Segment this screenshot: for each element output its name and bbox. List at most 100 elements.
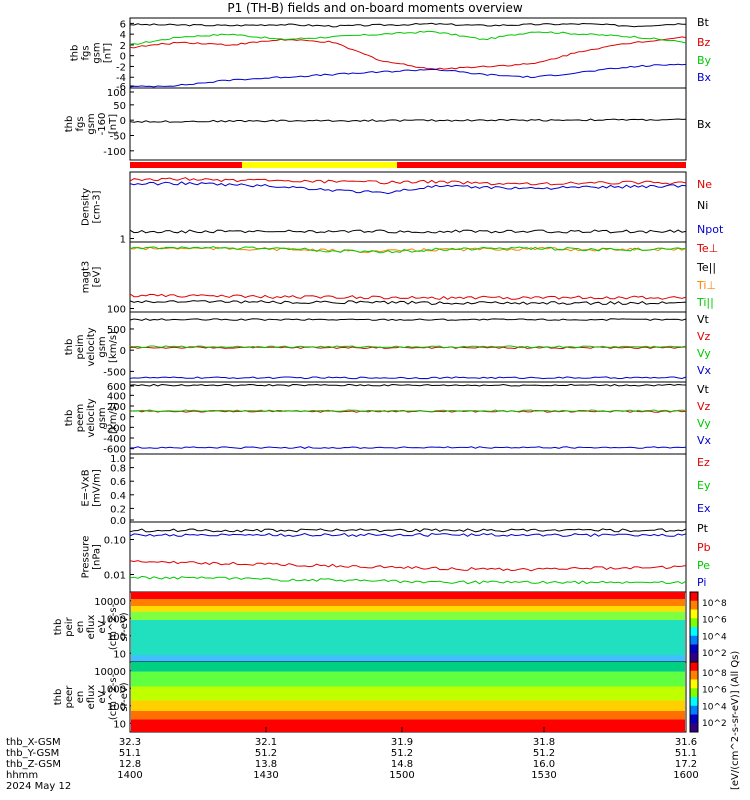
panel-frame-efield — [129, 453, 687, 523]
ylabel-line: sr-eV) — [119, 612, 130, 641]
colorbar-tick: 10^6 — [702, 616, 727, 626]
series-fgs_gse-Bx — [129, 118, 687, 123]
ytick-label: 2 — [120, 41, 126, 52]
xaxis-value: 51.1 — [119, 748, 141, 759]
colorbar-cell — [690, 653, 698, 663]
colorbar-cell — [690, 697, 698, 707]
ytick-label: 0 — [120, 52, 126, 63]
legend-Vx: Vx — [697, 434, 712, 447]
ytick-label: 600 — [107, 382, 126, 393]
ytick-label: 4 — [120, 30, 126, 41]
ytick-label: 0.0 — [110, 516, 126, 527]
colorbar-cell — [690, 627, 698, 637]
xaxis-row-label: thb_Z-GSM — [6, 759, 61, 770]
xaxis-row-label: thb_X-GSM — [6, 737, 61, 748]
xaxis-row-label: hhmm — [6, 770, 38, 781]
series-density-Ne — [129, 177, 687, 186]
spec-band — [131, 711, 685, 720]
ytick-label: 1000 — [101, 684, 126, 695]
series-fgs-Bx — [129, 63, 687, 88]
ylabel-line: peim — [75, 334, 86, 359]
colorbar-tick: 10^8 — [702, 599, 727, 609]
xaxis-value: 16.0 — [533, 759, 555, 770]
ytick-label: 100 — [107, 305, 126, 316]
colorbar-tick: 10^4 — [702, 702, 727, 712]
xaxis-value: 51.2 — [533, 748, 555, 759]
date-label: 2024 May 12 — [6, 781, 71, 792]
ylabel-line: eflux — [86, 615, 97, 640]
ytick-label: -500 — [103, 367, 126, 378]
ytick-label: 6 — [120, 19, 126, 30]
ylabel-line: [km/s] — [108, 331, 119, 363]
ytick-label: 10000 — [94, 667, 126, 678]
colorbar-label: [eV/(cm^2-s-sr-eV)] (All Qs) — [730, 651, 741, 790]
ylabel-line: sr-eV) — [119, 682, 130, 711]
legend-Vt: Vt — [697, 383, 710, 396]
page-title: P1 (TH-B) fields and on-board moments ov… — [227, 1, 523, 15]
ylabel-density: Density [cm-3] — [81, 188, 103, 226]
ytick-label: 0.10 — [104, 536, 126, 547]
ylabel-line: thb — [70, 45, 81, 62]
ylabel-line: peer — [64, 685, 75, 709]
ytick-label: -600 — [103, 445, 126, 456]
colorbar-cell — [690, 592, 698, 602]
legend-Ey: Ey — [697, 479, 711, 492]
series-pressure-Pt — [129, 528, 687, 533]
mode-bar-segment — [242, 162, 397, 168]
legend-Ti||: Ti|| — [696, 296, 714, 309]
ylabel-line: magt3 — [81, 261, 92, 294]
ylabel-peir_spec: thb peir en eflux eV (cm^2-s-sr-eV) — [53, 603, 130, 650]
ylabel-fgs_gse: thb fgs gsm -160 [nT] — [64, 113, 119, 136]
legend-Pb: Pb — [697, 541, 711, 554]
ylabel-peem_velocity: thb peem velocity gsm [km/s] — [64, 398, 119, 437]
ylabel-line: en — [75, 621, 86, 634]
legend-Te⊥: Te⊥ — [696, 242, 718, 255]
legend-Pi: Pi — [697, 576, 706, 589]
ytick-label: 0 — [120, 346, 126, 357]
legend-Ti⊥: Ti⊥ — [696, 279, 716, 292]
ytick-label: 0.01 — [104, 571, 126, 582]
series-fgs-Bz — [129, 36, 687, 70]
series-density-Ni — [129, 229, 687, 234]
ylabel-line: velocity — [86, 327, 97, 366]
legend-Vy: Vy — [697, 417, 711, 430]
legend-Npot: Npot — [697, 223, 724, 236]
spec-band — [131, 655, 685, 662]
xaxis-value: 12.8 — [119, 759, 141, 770]
colorbar-cell — [690, 600, 698, 610]
xaxis-row-label: thb_Y-GSM — [6, 748, 59, 759]
colorbar-cell — [690, 618, 698, 628]
ylabel-pressure: Pressure [nPa] — [81, 536, 103, 579]
ylabel-line: eflux — [86, 685, 97, 710]
ytick-label: 100 — [107, 88, 126, 99]
series-peem_velocity-Vy — [129, 409, 687, 413]
series-temperature-Ti|| — [129, 246, 687, 254]
colorbar-cell — [690, 679, 698, 689]
series-peim_velocity-Vt — [129, 318, 687, 321]
ylabel-line: thb — [53, 689, 64, 706]
legend-Te||: Te|| — [696, 261, 716, 274]
colorbar-tick: 10^2 — [702, 649, 727, 659]
legend-Ex: Ex — [697, 502, 711, 515]
colorbar-cell — [690, 670, 698, 680]
spec-band — [131, 606, 685, 612]
legend-Vt: Vt — [697, 313, 710, 326]
colorbar-tick: 10^2 — [702, 719, 727, 729]
ytick-label: 400 — [107, 391, 126, 402]
ylabel-line: fgs — [75, 116, 86, 131]
panel-frame-fgs — [129, 17, 687, 89]
colorbar-tick: 10^8 — [702, 669, 727, 679]
ytick-label: 0 — [120, 116, 126, 127]
ylabel-line: thb — [64, 339, 75, 356]
colorbar-cell — [690, 705, 698, 715]
mode-bar — [130, 162, 686, 168]
ytick-label: 1.0 — [110, 454, 126, 465]
colorbar-tick: 10^6 — [702, 686, 727, 696]
spec-band — [131, 611, 685, 620]
xaxis-value: 14.8 — [391, 759, 413, 770]
xaxis-value: 1400 — [117, 770, 142, 781]
series-temperature-Te|| — [129, 300, 687, 306]
legend-By: By — [697, 54, 712, 67]
xaxis-value: 31.6 — [675, 737, 697, 748]
